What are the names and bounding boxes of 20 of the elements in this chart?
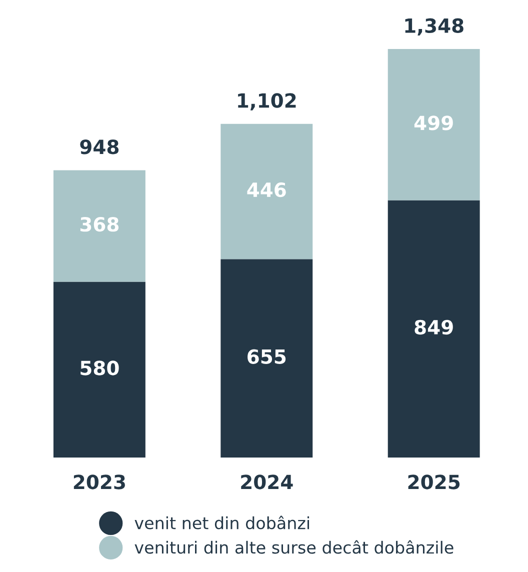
data-label: 849 bbox=[414, 320, 453, 335]
x-tick-label: 2025 bbox=[408, 474, 460, 490]
bar bbox=[220, 259, 313, 458]
bar bbox=[220, 124, 313, 260]
x-tick-label: 2024 bbox=[241, 474, 293, 490]
data-label: 499 bbox=[414, 116, 453, 130]
total-label: 948 bbox=[80, 140, 119, 154]
data-label: 368 bbox=[80, 216, 119, 232]
total-label: 1,348 bbox=[405, 18, 464, 36]
legend-label: venituri din alte surse decât dobânzile bbox=[134, 540, 454, 554]
data-label: 446 bbox=[247, 182, 286, 198]
bar bbox=[53, 282, 146, 458]
total-label: 1,102 bbox=[238, 93, 296, 110]
bar bbox=[388, 200, 480, 458]
bar bbox=[388, 49, 480, 200]
legend-label: venit net din dobânzi bbox=[134, 516, 310, 530]
x-tick-label: 2023 bbox=[74, 474, 125, 490]
bar bbox=[53, 170, 146, 282]
data-label: 580 bbox=[80, 360, 119, 376]
data-label: 655 bbox=[248, 349, 286, 364]
